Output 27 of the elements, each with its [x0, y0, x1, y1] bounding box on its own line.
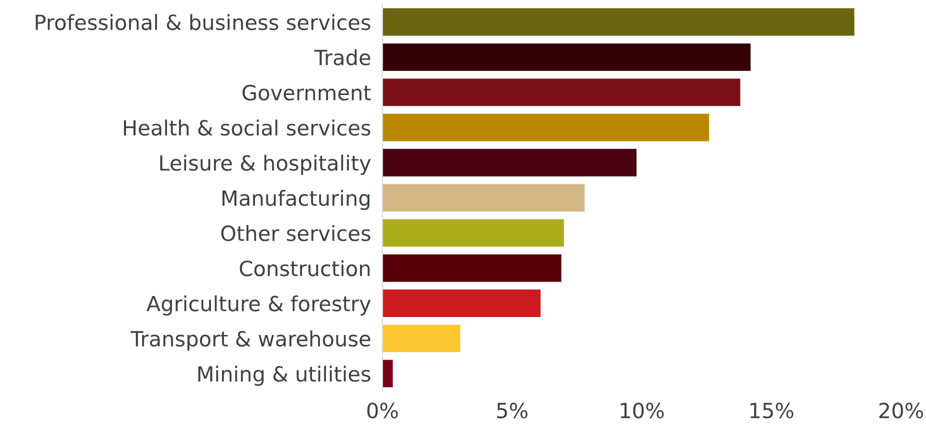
- y-tick-label: Leisure & hospitality: [160, 154, 371, 175]
- x-tick-label: 0%: [367, 402, 398, 418]
- y-tick-label: Transport & warehouse: [130, 330, 370, 351]
- bar: [382, 78, 740, 106]
- bar: [382, 184, 585, 212]
- bar: [382, 43, 751, 71]
- y-tick-label: Mining & utilities: [198, 366, 370, 386]
- x-tick-label: 15%: [750, 402, 794, 418]
- x-tick-label: 10%: [620, 402, 664, 418]
- y-tick-label: Government: [242, 84, 371, 101]
- y-tick-label: Manufacturing: [222, 190, 370, 210]
- bar: [382, 219, 564, 247]
- bar: [382, 360, 393, 388]
- bar: [382, 114, 710, 142]
- x-tick-label: 5%: [497, 402, 528, 418]
- bar: [382, 254, 562, 282]
- y-tick-label: Construction: [240, 260, 370, 276]
- y-tick-label: Other services: [221, 225, 370, 242]
- y-tick-label: Trade: [314, 49, 370, 66]
- bar: [382, 324, 460, 352]
- bar: [382, 148, 637, 176]
- y-tick-label: Agriculture & forestry: [146, 295, 371, 316]
- bar: [382, 290, 541, 317]
- x-tick-label: 20%: [879, 402, 923, 418]
- y-tick-label: Health & social services: [124, 120, 370, 136]
- bar: [382, 8, 854, 36]
- y-tick-label: Professional & business services: [36, 14, 370, 30]
